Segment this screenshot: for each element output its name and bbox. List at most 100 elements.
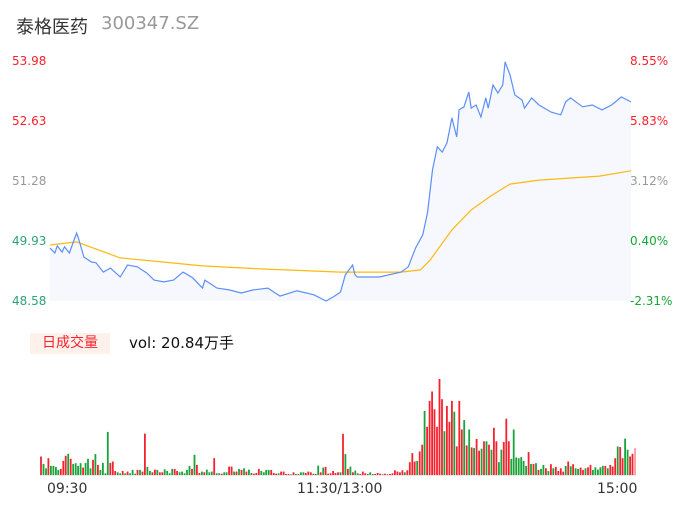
volume-bar xyxy=(500,449,503,475)
volume-bar xyxy=(67,453,70,475)
volume-bar xyxy=(203,472,206,475)
volume-bar xyxy=(302,472,305,475)
volume-bar xyxy=(272,473,275,475)
volume-bar xyxy=(589,464,592,475)
volume-bar xyxy=(230,466,233,475)
volume-bar xyxy=(176,471,178,475)
volume-bar xyxy=(280,471,282,475)
volume-bar xyxy=(149,471,151,475)
volume-bar xyxy=(233,471,235,475)
volume-bar xyxy=(218,473,221,475)
volume-bar xyxy=(89,468,92,475)
volume-bar xyxy=(431,391,433,475)
volume-bar xyxy=(493,427,495,475)
volume-bar xyxy=(183,473,186,475)
volume-bar xyxy=(116,472,119,475)
volume-bar xyxy=(564,465,567,475)
volume-tab[interactable]: 日成交量 xyxy=(30,333,110,354)
volume-bar xyxy=(163,469,166,475)
volume-bar xyxy=(490,449,493,475)
volume-bar xyxy=(552,468,555,475)
volume-bar xyxy=(629,456,631,475)
volume-bar xyxy=(151,472,154,475)
volume-bar xyxy=(584,468,587,475)
volume-bar xyxy=(522,460,525,475)
volume-bar xyxy=(240,469,243,475)
volume-bar xyxy=(473,448,475,475)
volume-bar xyxy=(451,400,453,475)
volume-bar xyxy=(554,466,557,475)
volume-bar xyxy=(92,459,94,475)
volume-bar xyxy=(322,467,325,475)
volume-bar xyxy=(470,447,473,475)
volume-bar xyxy=(352,472,354,475)
volume-bar xyxy=(574,468,577,475)
volume-bar xyxy=(626,449,629,475)
volume-bar xyxy=(270,469,273,475)
volume-bar xyxy=(582,469,584,475)
volume-bar xyxy=(114,471,117,475)
volume-bar xyxy=(329,473,332,475)
volume-bar xyxy=(208,472,211,475)
volume-bar xyxy=(64,455,67,475)
volume-bar xyxy=(201,471,203,475)
volume-bar xyxy=(349,466,352,475)
volume-bar xyxy=(102,462,104,475)
price-line xyxy=(49,61,632,302)
volume-bar xyxy=(287,474,290,475)
volume-bar xyxy=(257,468,260,475)
volume-bar xyxy=(94,454,97,475)
volume-bar xyxy=(527,452,530,475)
volume-bar xyxy=(109,462,112,475)
volume-bar xyxy=(463,420,466,475)
pct-tick: 8.55% xyxy=(630,54,669,68)
volume-bar xyxy=(507,441,510,475)
stock-name: 泰格医药 xyxy=(16,17,88,38)
volume-bar xyxy=(312,473,315,475)
volume-bar xyxy=(421,444,424,475)
volume-bar xyxy=(45,468,47,475)
volume-bar xyxy=(475,439,478,475)
volume-bar xyxy=(52,465,55,475)
volume-bar xyxy=(354,470,357,475)
volume-bar xyxy=(255,473,258,475)
price-area xyxy=(50,61,631,302)
volume-bar xyxy=(502,442,505,475)
volume-bar xyxy=(433,409,436,475)
volume-bar xyxy=(292,472,295,475)
volume-bar xyxy=(121,471,124,475)
pct-tick: -2.31% xyxy=(630,294,673,308)
volume-bar xyxy=(332,471,334,475)
volume-bar xyxy=(327,473,329,475)
avg-price-line xyxy=(49,170,632,273)
volume-bar xyxy=(250,473,253,475)
price-tick: 51.28 xyxy=(12,174,47,188)
volume-bar xyxy=(361,471,364,475)
volume-bar xyxy=(614,458,617,475)
volume-bar xyxy=(577,468,579,475)
volume-bar xyxy=(238,468,240,475)
volume-bar xyxy=(389,474,391,475)
volume-bar xyxy=(220,473,223,475)
volume-bar xyxy=(532,463,535,475)
volume-bar xyxy=(50,465,52,475)
volume-bar xyxy=(616,446,619,475)
volume-bar xyxy=(337,472,339,475)
volume-bar xyxy=(545,468,547,475)
volume-bar xyxy=(87,458,89,475)
volume-bar xyxy=(198,473,201,475)
volume-bar xyxy=(559,468,562,475)
volume-bar xyxy=(631,453,634,475)
volume-bar xyxy=(525,465,527,475)
price-tick: 53.98 xyxy=(12,54,47,68)
volume-bar xyxy=(300,472,302,475)
volume-bar xyxy=(453,411,456,475)
volume-bar xyxy=(156,469,159,475)
volume-bar xyxy=(248,469,250,475)
volume-bar xyxy=(131,469,134,475)
volume-bar xyxy=(376,473,379,475)
volume-bar xyxy=(411,453,414,475)
volume-bar xyxy=(307,471,310,475)
volume-bar xyxy=(443,431,446,475)
volume-bar xyxy=(485,441,488,475)
